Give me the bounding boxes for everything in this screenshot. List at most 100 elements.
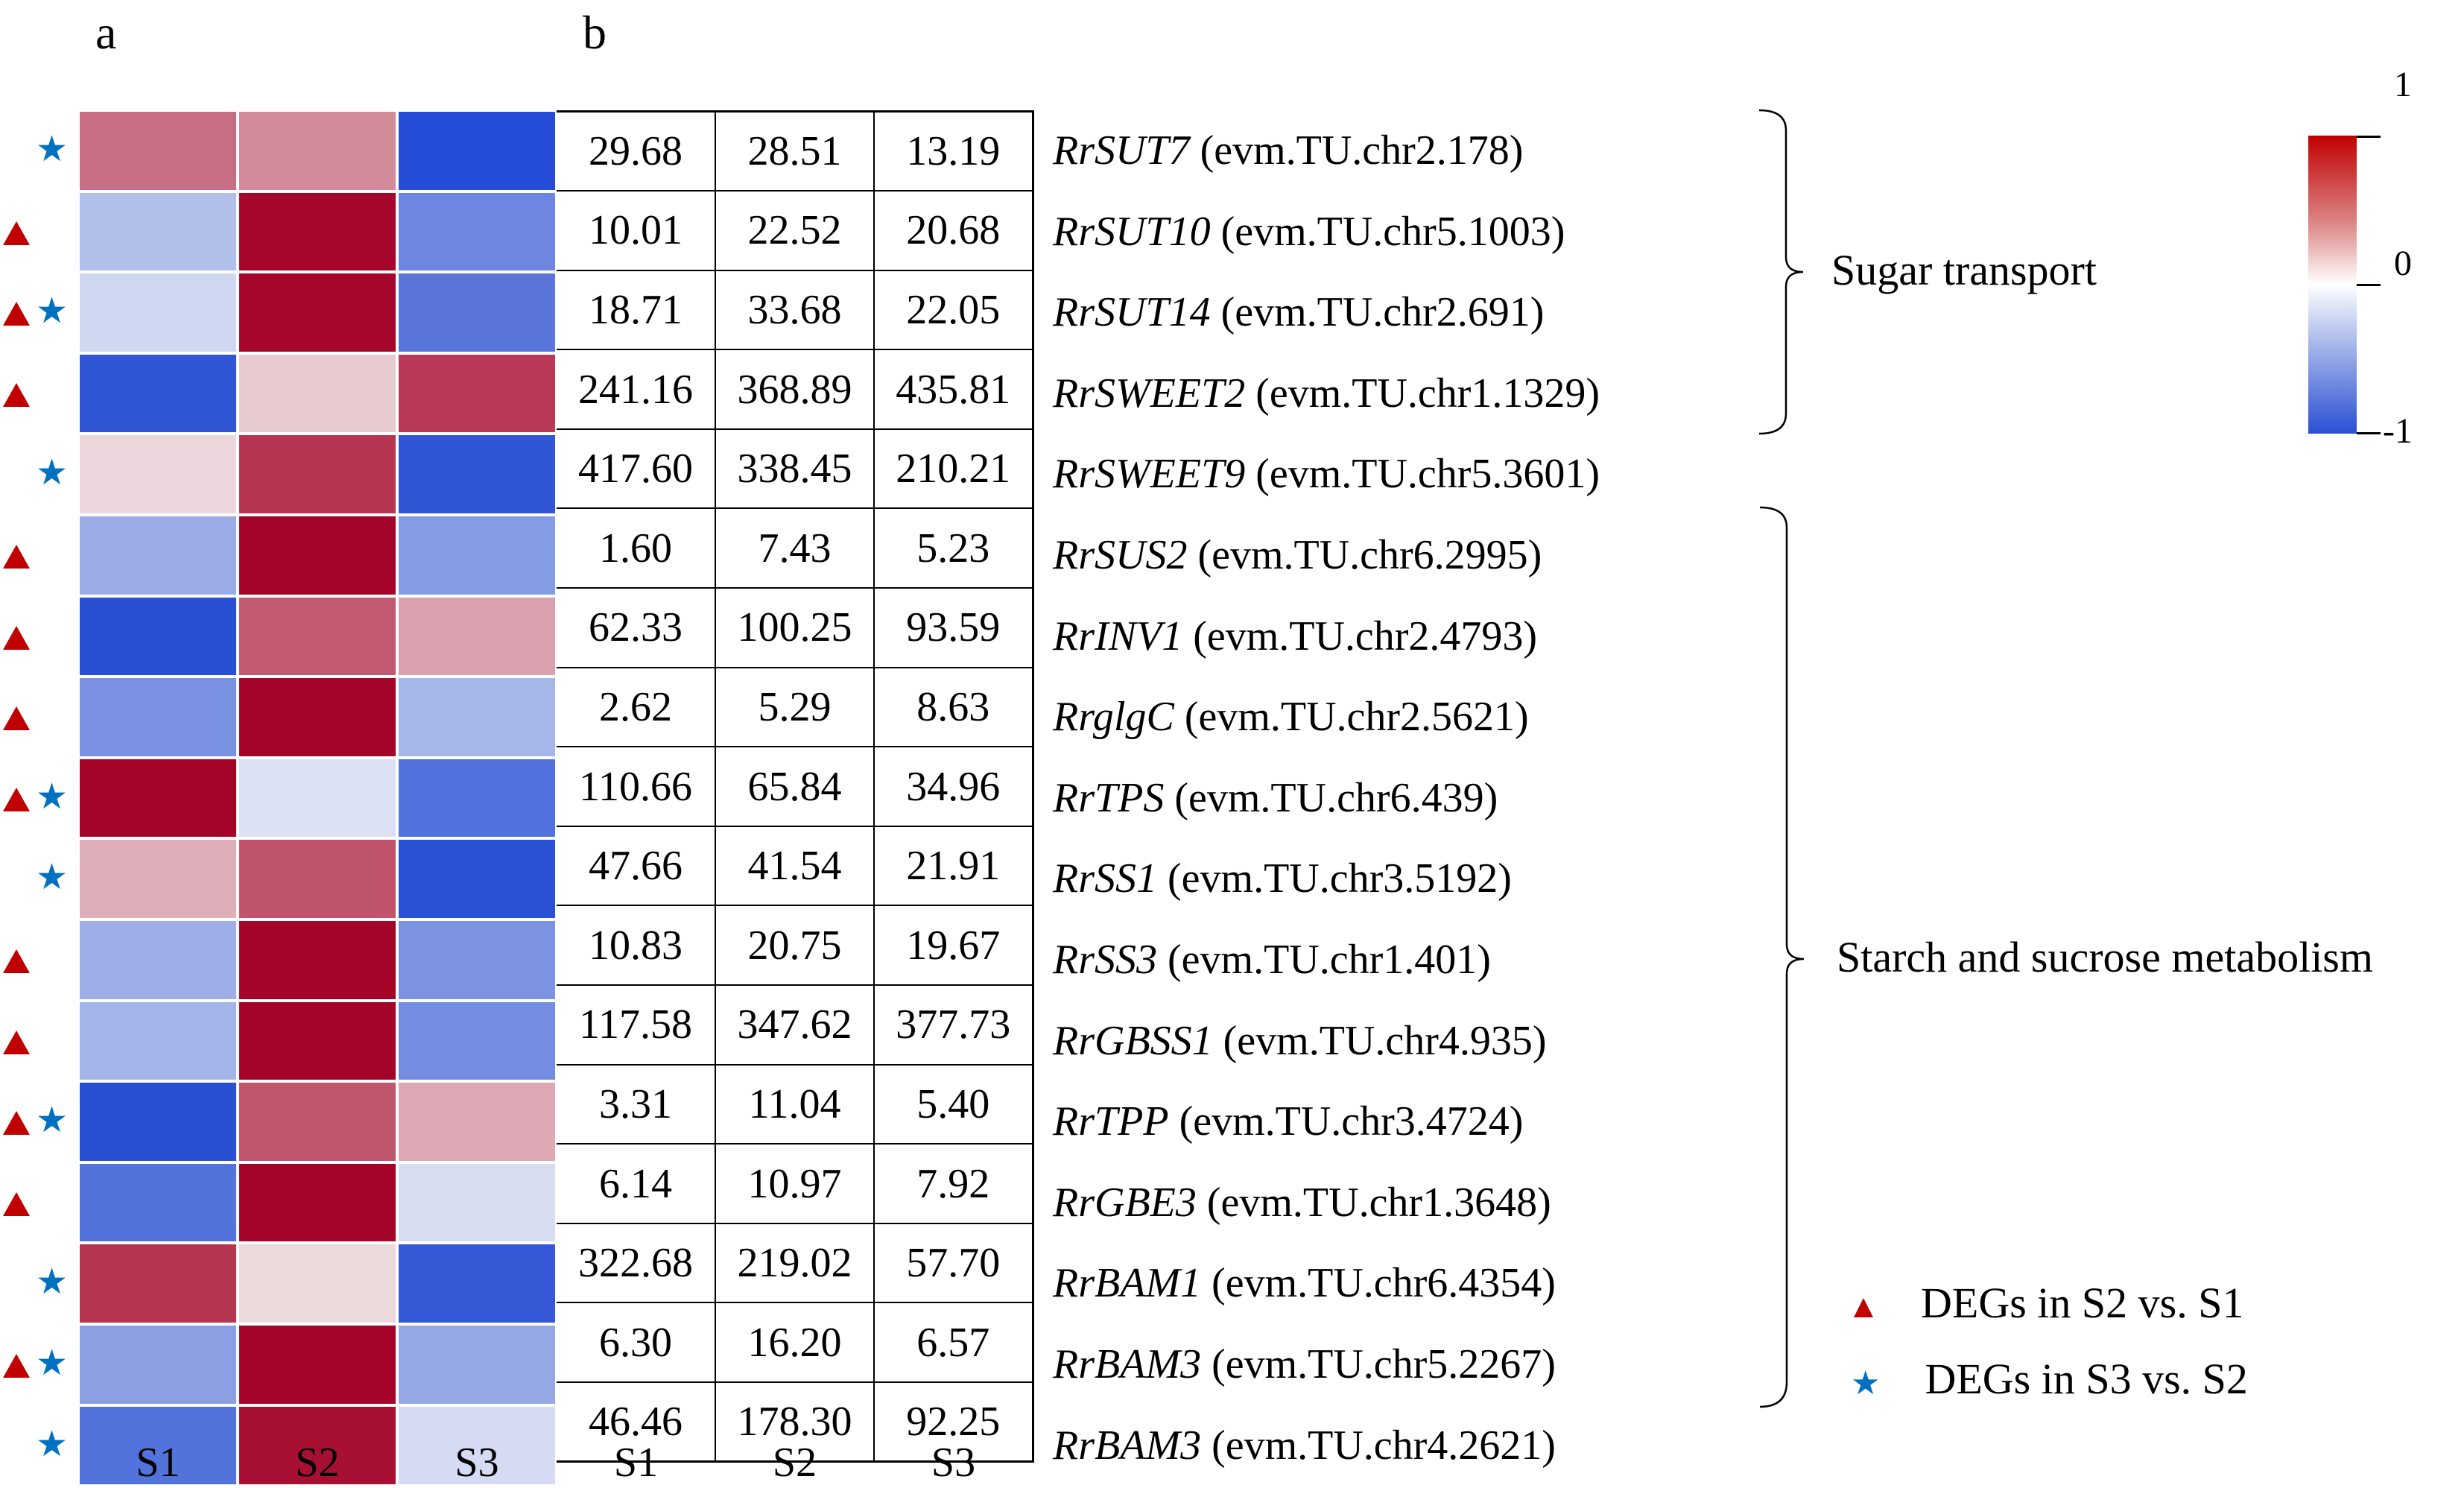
star-icon: ★	[36, 290, 69, 332]
gene-id: (evm.TU.chr2.5621)	[1184, 694, 1529, 741]
table-cell: 28.51	[715, 111, 874, 192]
group-label-sugar-transport: Sugar transport	[1831, 246, 2097, 294]
heatmap-row	[78, 758, 557, 839]
heatmap-cell-s3	[399, 1163, 555, 1242]
table-cell: 65.84	[715, 747, 874, 827]
legend-item-triangle: DEGs in S2 vs. S1	[1840, 1282, 2243, 1325]
gene-label: RrSUS2 (evm.TU.chr6.2995)	[1053, 515, 1600, 596]
gene-name: RrSS3	[1053, 936, 1157, 983]
triangle-icon	[3, 949, 30, 973]
table-row: 47.66 41.54 21.91	[557, 826, 1033, 907]
heatmap-cell-s3	[399, 597, 555, 676]
table-cell: 6.57	[873, 1302, 1033, 1383]
table-cell: 2.62	[557, 667, 715, 748]
table-row: 18.71 33.68 22.05	[557, 270, 1033, 351]
gene-id: (evm.TU.chr1.3648)	[1206, 1179, 1551, 1226]
gene-label: RrSWEET9 (evm.TU.chr5.3601)	[1053, 434, 1600, 515]
marker-row	[0, 353, 78, 434]
gene-id: (evm.TU.chr6.2995)	[1197, 531, 1542, 578]
table-row: 62.33 100.25 93.59	[557, 588, 1033, 668]
marker-row: ★	[0, 110, 78, 191]
gene-label: RrBAM3 (evm.TU.chr4.2621)	[1053, 1405, 1600, 1487]
x-label-s1: S1	[136, 1440, 180, 1486]
gene-label: RrglgC (evm.TU.chr2.5621)	[1053, 677, 1600, 758]
heatmap-cell-s2	[239, 354, 396, 433]
heatmap-row	[78, 838, 557, 919]
table-x-label-s1: S1	[613, 1440, 659, 1486]
heatmap-cell-s2	[239, 597, 396, 676]
legend-label-triangle: DEGs in S2 vs. S1	[1921, 1279, 2244, 1327]
table-cell: 435.81	[873, 349, 1033, 430]
table-cell: 3.31	[557, 1064, 715, 1145]
heatmap-cell-s2	[239, 1406, 396, 1485]
heatmap-cell-s3	[399, 1325, 555, 1404]
triangle-icon	[3, 1353, 30, 1378]
heatmap-row	[78, 1081, 557, 1162]
colorbar-label-min: -1	[2383, 411, 2413, 451]
heatmap-row	[78, 596, 557, 677]
star-icon: ★	[36, 1099, 69, 1142]
heatmap-cell-s3	[399, 516, 555, 595]
heatmap-cell-s1	[80, 1406, 236, 1485]
table-cell: 10.97	[715, 1144, 874, 1224]
gene-name: RrTPS	[1053, 774, 1165, 821]
legend-item-star: ★ DEGs in S3 vs. S2	[1840, 1358, 2248, 1401]
table-row: 3.31 11.04 5.40	[557, 1064, 1033, 1145]
star-icon: ★	[36, 1422, 69, 1465]
heatmap-cell-s1	[80, 920, 236, 999]
expression-value-table: 29.68 28.51 13.19 10.01 22.52 20.68 18.71 33.68…	[557, 110, 1034, 1463]
table-cell: 57.70	[873, 1223, 1033, 1304]
heatmap-cell-s1	[80, 759, 236, 838]
gene-name: RrBAM3	[1053, 1422, 1202, 1469]
table-cell: 47.66	[557, 826, 715, 907]
heatmap-cell-s1	[80, 1325, 236, 1404]
table-row: 6.30 16.20 6.57	[557, 1302, 1033, 1383]
x-label-s2: S2	[295, 1440, 340, 1486]
marker-row: ★	[0, 434, 78, 515]
triangle-icon	[3, 706, 30, 731]
triangle-icon	[3, 787, 30, 811]
heatmap-x-labels: S1 S2 S3	[78, 1442, 557, 1484]
marker-row: ★	[0, 838, 78, 919]
gene-label: RrSUT10 (evm.TU.chr5.1003)	[1053, 191, 1600, 273]
heatmap-cell-s2	[239, 1001, 396, 1080]
star-icon: ★	[36, 1341, 69, 1384]
gene-id: (evm.TU.chr5.1003)	[1220, 208, 1565, 255]
heatmap-row	[78, 272, 557, 353]
triangle-icon	[1854, 1297, 1873, 1317]
heatmap-row	[78, 1162, 557, 1244]
marker-row	[0, 191, 78, 273]
gene-id: (evm.TU.chr2.178)	[1200, 127, 1524, 174]
heatmap-cell-s1	[80, 354, 236, 433]
heatmap-cell-s3	[399, 1244, 555, 1323]
table-row: 2.62 5.29 8.63	[557, 667, 1033, 748]
marker-row: ★	[0, 758, 78, 839]
table-cell: 21.91	[873, 826, 1033, 907]
table-cell: 5.29	[715, 667, 874, 748]
gene-name: RrSS1	[1053, 855, 1157, 902]
table-row: 10.83 20.75 19.67	[557, 905, 1033, 987]
table-row: 6.14 10.97 7.92	[557, 1144, 1033, 1224]
heatmap-row	[78, 1324, 557, 1405]
gene-name: RrSUS2	[1053, 531, 1188, 578]
star-icon: ★	[36, 856, 69, 899]
marker-row	[0, 1162, 78, 1244]
star-icon: ★	[36, 775, 69, 817]
heatmap-cell-s2	[239, 920, 396, 999]
heatmap-row	[78, 353, 557, 434]
gene-id: (evm.TU.chr4.935)	[1223, 1017, 1547, 1064]
table-cell: 19.67	[873, 905, 1033, 987]
heatmap-row	[78, 677, 557, 758]
colorbar-tick-min	[2357, 432, 2381, 434]
table-cell: 178.30	[715, 1382, 874, 1462]
table-cell: 10.01	[557, 191, 715, 271]
table-cell: 11.04	[715, 1064, 874, 1145]
group-label-starch-sucrose: Starch and sucrose metabolism	[1837, 933, 2373, 981]
x-label-s3: S3	[455, 1440, 499, 1486]
heatmap-cell-s3	[399, 678, 555, 756]
table-cell: 33.68	[715, 270, 874, 351]
triangle-icon	[3, 1111, 30, 1136]
gene-id: (evm.TU.chr4.2621)	[1212, 1422, 1556, 1469]
heatmap-cell-s1	[80, 678, 236, 756]
